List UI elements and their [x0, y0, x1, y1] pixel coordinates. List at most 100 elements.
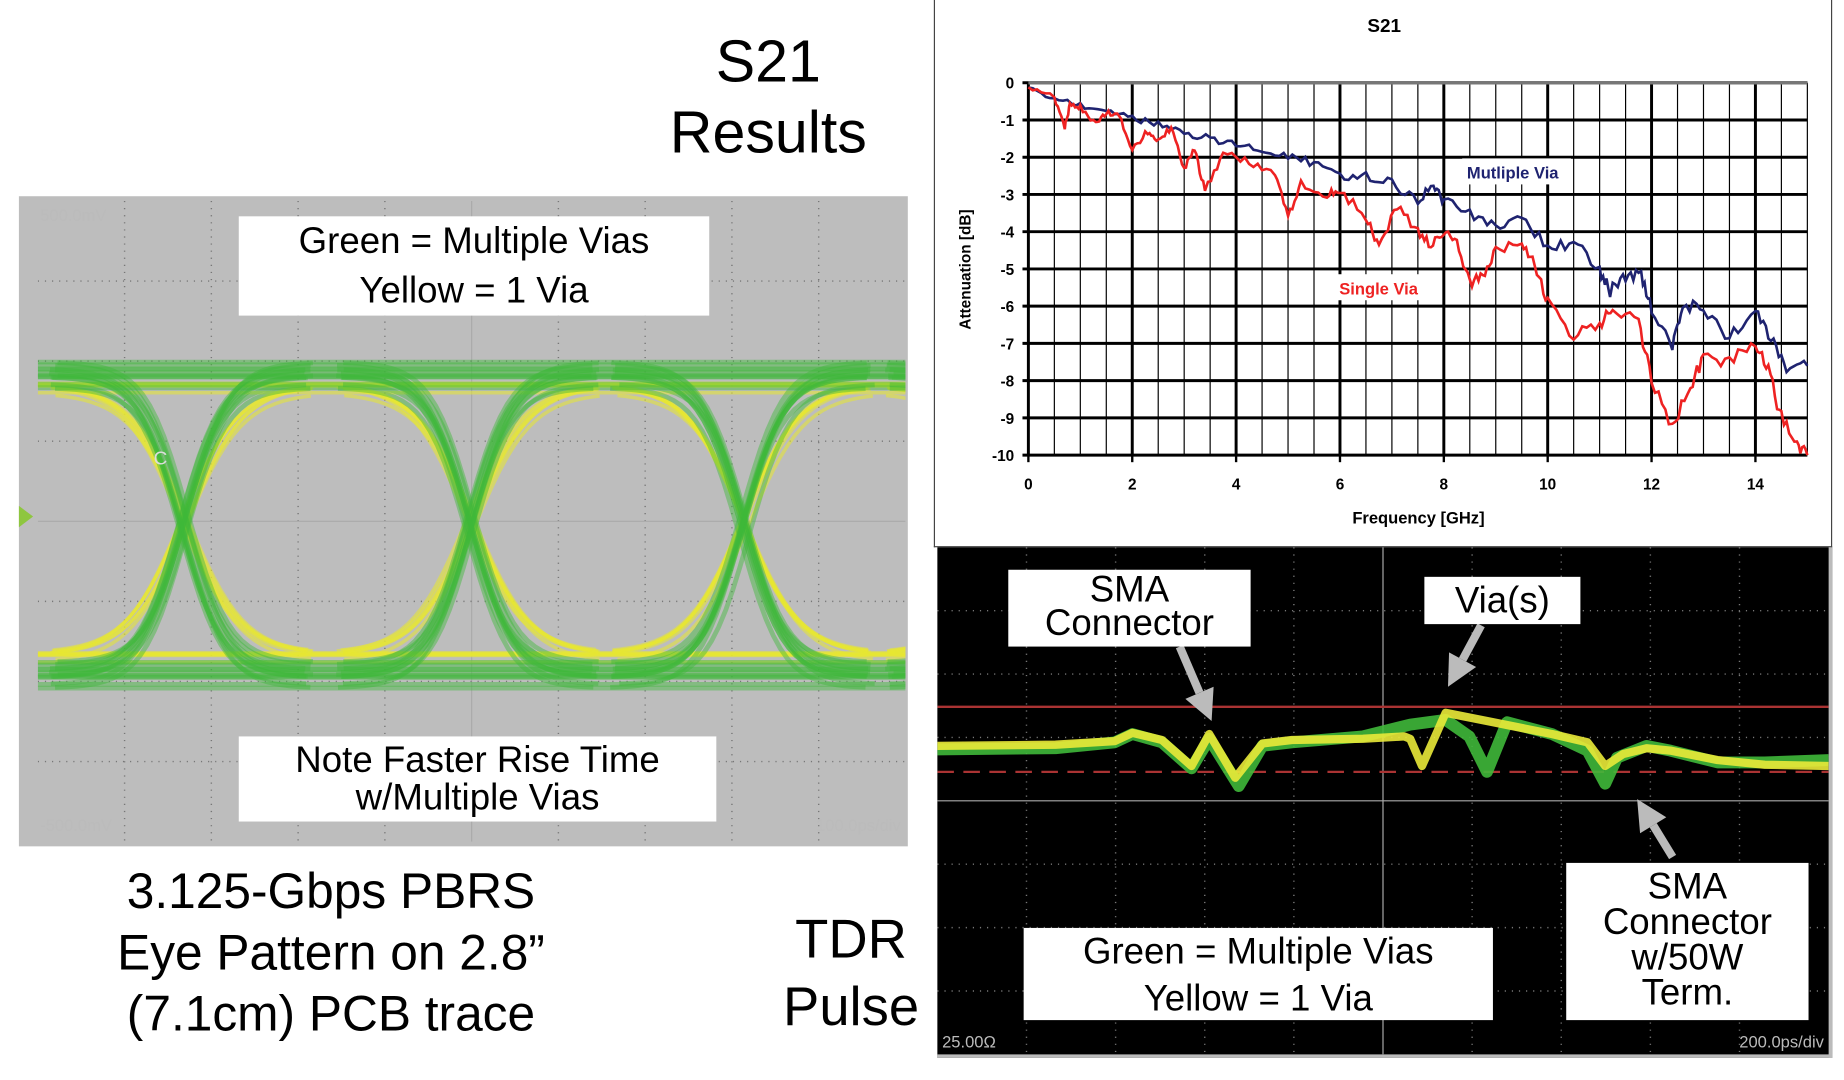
callout-sma-termination: SMA Connector w/50W Term. [1566, 863, 1808, 1020]
y-tick-label: -8 [1001, 374, 1015, 391]
title-line1: S21 [638, 26, 898, 97]
x-tick-label: 0 [1024, 476, 1033, 493]
tdr-scope: 25.00Ω 200.0ps/div SMA Connector Via(s) … [937, 547, 1832, 1058]
x-tick-label: 6 [1336, 476, 1345, 493]
eye-transition [887, 365, 906, 664]
eye-transition [886, 396, 905, 660]
callout-text: w/50W [1566, 940, 1808, 975]
x-tick-label: 4 [1232, 476, 1241, 493]
eye-marker: C [154, 449, 168, 470]
callout-vias: Via(s) [1424, 577, 1580, 624]
eye-transition [890, 370, 906, 669]
eye-timebase-label: 100.0ps/div [816, 816, 901, 835]
eye-transition [887, 387, 905, 651]
eye-transition [894, 373, 906, 672]
eye-transition [890, 385, 906, 684]
title-line2: Results [638, 97, 898, 168]
tdr-caption: TDR Pulse [757, 905, 946, 1040]
eye-bottom-label: -500.0mV [40, 816, 112, 835]
eye-transition [888, 376, 905, 675]
tdr-legend: Green = Multiple Vias Yellow = 1 Via [1024, 928, 1493, 1020]
eye-transition [887, 387, 905, 651]
eye-transition [50, 370, 305, 669]
eye-transition [890, 389, 906, 688]
eye-transition [890, 370, 906, 669]
y-tick-label: -2 [1001, 150, 1015, 167]
eye-transition [888, 389, 905, 653]
arrow-icon [1653, 825, 1672, 857]
eye-top-label: 500.0mV [40, 206, 106, 225]
eye-legend: Green = Multiple Vias Yellow = 1 Via [239, 216, 709, 315]
eye-transition [890, 386, 906, 650]
slide: S21 Results 500.0mV -500.0mV 100.0ps/div… [0, 0, 1844, 1080]
eye-transition [888, 388, 905, 652]
eye-transition [888, 363, 906, 662]
x-tick-label: 2 [1128, 476, 1137, 493]
eye-transition [888, 376, 905, 675]
slide-title: S21 Results [638, 26, 898, 168]
tdr-timebase-label: 200.0ps/div [1739, 1032, 1824, 1051]
eye-transition [888, 378, 905, 677]
eye-note: Note Faster Rise Time w/Multiple Vias [239, 736, 717, 821]
s21-chart-panel: S21 Frequency [GHz] Attenuation [dB] 0 -1… [934, 0, 1832, 547]
eye-transition [888, 363, 906, 662]
eye-transition [888, 389, 905, 653]
eye-transition [611, 378, 866, 677]
y-tick-label: -4 [1001, 225, 1015, 242]
legend-green: Green = Multiple Vias [239, 216, 709, 266]
annotation-single-via: Single Via [1339, 279, 1419, 298]
x-tick-label: 12 [1643, 476, 1660, 493]
eye-transition [890, 386, 906, 650]
y-tick-label: 0 [1006, 76, 1015, 93]
x-axis-label: Frequency [GHz] [1352, 509, 1484, 528]
eye-transition [337, 366, 592, 665]
eye-transition [887, 366, 906, 665]
chart-title: S21 [1367, 16, 1401, 37]
eye-transition [887, 387, 905, 651]
eye-transition [885, 370, 905, 669]
y-axis-label: Attenuation [dB] [957, 209, 974, 329]
ground-marker-icon [19, 506, 33, 527]
y-tick-label: -7 [1001, 336, 1015, 353]
eye-transition [892, 377, 906, 676]
s21-chart: S21 Frequency [GHz] Attenuation [dB] 0 -1… [935, 0, 1833, 547]
eye-caption-line1: 3.125-Gbps PBRS [47, 861, 614, 922]
legend-yellow: Yellow = 1 Via [239, 266, 709, 316]
eye-caption: 3.125-Gbps PBRS Eye Pattern on 2.8” (7.1… [47, 861, 614, 1045]
eye-transition [885, 370, 905, 669]
eye-caption-line3: (7.1cm) PCB trace [47, 983, 614, 1044]
x-tick-label: 14 [1747, 476, 1765, 493]
tdr-caption-line2: Pulse [757, 973, 946, 1040]
eye-caption-line2: Eye Pattern on 2.8” [47, 922, 614, 983]
note-line1: Note Faster Rise Time [239, 741, 717, 779]
callout-text: SMA [1566, 869, 1808, 904]
eye-transition [615, 370, 870, 669]
callout-text: Connector [1008, 606, 1250, 639]
callout-text: Connector [1566, 904, 1808, 939]
y-tick-label: -6 [1001, 299, 1015, 316]
callout-sma-connector: SMA Connector [1008, 570, 1250, 647]
x-tick-label: 10 [1539, 476, 1556, 493]
tdr-scale-label: 25.00Ω [942, 1032, 996, 1051]
x-tick-label: 8 [1440, 476, 1449, 493]
y-tick-label: -9 [1001, 411, 1015, 428]
legend-green: Green = Multiple Vias [1024, 928, 1493, 975]
tdr-caption-line1: TDR [757, 905, 946, 972]
y-tick-label: -5 [1001, 262, 1015, 279]
eye-transition [887, 388, 905, 652]
eye-transition [892, 378, 906, 677]
callout-text: Term. [1566, 975, 1808, 1010]
y-tick-label: -1 [1001, 113, 1015, 130]
eye-transition [890, 385, 906, 684]
eye-transition [890, 389, 906, 688]
eye-transition [886, 396, 905, 660]
eye-diagram-scope: 500.0mV -500.0mV 100.0ps/div C Green = M… [19, 196, 908, 846]
annotation-multiple-via: Mutliple Via [1467, 163, 1559, 182]
legend-yellow: Yellow = 1 Via [1024, 975, 1493, 1022]
eye-transition [894, 374, 906, 673]
y-tick-label: -10 [992, 448, 1014, 465]
note-line2: w/Multiple Vias [239, 779, 717, 817]
arrow-icon [1180, 647, 1200, 693]
eye-transition [888, 378, 905, 677]
y-tick-label: -3 [1001, 187, 1015, 204]
